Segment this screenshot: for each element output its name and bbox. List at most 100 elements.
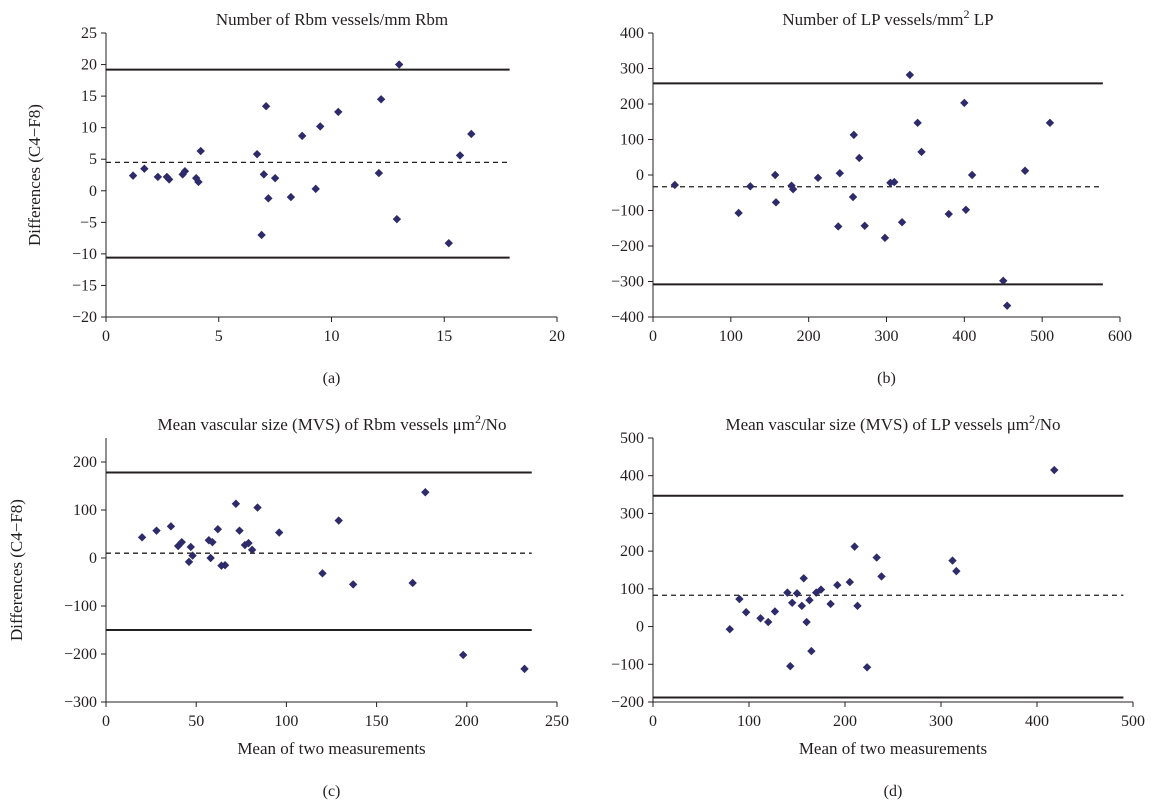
data-point	[206, 553, 215, 563]
data-point	[788, 185, 798, 194]
data-point	[960, 98, 969, 108]
y-tick-label: 100	[620, 132, 644, 149]
data-point	[850, 542, 859, 551]
panel-label: (c)	[323, 783, 341, 800]
y-tick-label: 0	[89, 183, 97, 200]
x-tick-label: 500	[1030, 328, 1054, 345]
data-point	[917, 147, 926, 157]
data-point	[905, 70, 915, 80]
chart-title-superscript: 2	[1029, 412, 1035, 426]
panel-label: (b)	[877, 370, 896, 387]
data-point	[770, 170, 780, 180]
chart-title-text: Mean vascular size (MVS) of Rbm vessels …	[158, 415, 475, 434]
y-tick-label: 20	[81, 57, 97, 74]
x-tick-label: 200	[797, 328, 821, 345]
data-point	[244, 538, 253, 548]
data-point	[208, 537, 217, 547]
y-tick-label: 5	[89, 151, 97, 168]
y-tick-label: 400	[620, 25, 644, 42]
data-point	[725, 625, 734, 634]
data-point	[799, 574, 808, 583]
data-point	[807, 646, 816, 656]
data-point	[833, 580, 842, 590]
x-tick-label: 20	[549, 328, 565, 345]
data-point	[394, 60, 404, 69]
data-point	[270, 173, 280, 183]
x-tick-label: 200	[833, 713, 857, 730]
data-point	[421, 488, 430, 497]
data-point	[259, 170, 269, 179]
y-tick-label: −200	[64, 646, 97, 663]
x-tick-label: 10	[324, 328, 340, 345]
data-point	[318, 569, 327, 578]
y-axis-label: Differences (C4−F8)	[25, 104, 44, 246]
y-tick-label: 300	[620, 505, 644, 522]
data-point	[264, 194, 273, 203]
data-point	[186, 542, 195, 552]
data-point	[771, 198, 781, 207]
data-point	[897, 218, 907, 227]
x-tick-label: 600	[1108, 328, 1132, 345]
x-tick-label: 0	[649, 713, 657, 730]
x-tick-label: 500	[1121, 713, 1145, 730]
data-point	[177, 537, 186, 547]
data-point	[180, 167, 190, 176]
data-point	[220, 561, 230, 570]
chart-title-suffix: LP	[970, 10, 994, 29]
y-tick-label: −400	[611, 309, 644, 326]
x-tick-label: 300	[875, 328, 899, 345]
data-point	[741, 608, 751, 617]
data-point	[374, 168, 384, 178]
y-axis-label: Differences (C4−F8)	[7, 499, 26, 641]
data-point	[877, 572, 886, 581]
y-tick-label: 500	[620, 430, 644, 447]
x-tick-label: 400	[1025, 713, 1049, 730]
data-point	[274, 528, 284, 537]
chart-title: Mean vascular size (MVS) of Rbm vessels …	[158, 412, 507, 434]
x-tick-label: 300	[929, 713, 953, 730]
y-tick-label: −100	[64, 598, 97, 615]
data-point	[128, 171, 138, 180]
x-tick-label: 400	[952, 328, 976, 345]
chart-title-text: Mean vascular size (MVS) of LP vessels μ…	[725, 415, 1029, 434]
data-point	[1050, 465, 1059, 475]
panel-2: Number of LP vessels/mm2 LP −400 −300 −200 −…	[611, 7, 1132, 387]
data-point	[792, 589, 802, 598]
data-point	[334, 516, 343, 525]
panel-3: Mean vascular size (MVS) of Rbm vessels …	[7, 412, 569, 800]
data-point	[746, 182, 755, 191]
data-point	[261, 102, 271, 111]
x-tick-label: 100	[737, 713, 761, 730]
panel-1: Number of Rbm vessels/mm Rbm −20 −15 −10 −5 0…	[25, 10, 565, 387]
y-tick-label: 400	[620, 468, 644, 485]
x-tick-label: 50	[188, 713, 204, 730]
data-point	[835, 169, 844, 178]
data-point	[334, 107, 343, 117]
data-point	[855, 153, 864, 163]
data-point	[735, 594, 744, 604]
y-tick-label: −100	[611, 203, 644, 220]
data-point	[862, 663, 872, 672]
x-tick-label: 100	[719, 328, 743, 345]
data-point	[967, 170, 977, 180]
data-point	[311, 184, 320, 194]
data-point	[408, 578, 417, 588]
data-point	[152, 526, 161, 535]
chart-title-text: Number of Rbm vessels/mm Rbm	[216, 10, 448, 29]
data-point	[164, 175, 174, 184]
data-point	[948, 556, 957, 565]
x-tick-label: 0	[649, 328, 657, 345]
data-point	[137, 533, 147, 542]
data-point	[140, 164, 149, 173]
data-point	[455, 151, 465, 160]
data-point	[802, 617, 811, 627]
y-tick-label: −200	[611, 694, 644, 711]
data-point	[376, 95, 386, 104]
data-point	[944, 209, 953, 219]
data-point	[872, 553, 881, 562]
data-point	[786, 661, 795, 671]
y-tick-label: −20	[72, 309, 97, 326]
data-point	[756, 614, 765, 623]
data-point	[849, 130, 859, 140]
x-tick-label: 200	[455, 713, 479, 730]
